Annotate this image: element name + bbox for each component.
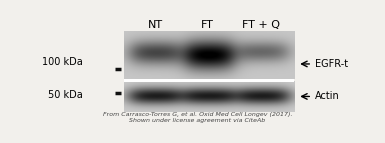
Text: From Carrasco-Torres G, et al. Oxid Med Cell Longev (2017).
Shown under license : From Carrasco-Torres G, et al. Oxid Med …: [102, 112, 292, 123]
Text: FT + Q: FT + Q: [243, 20, 280, 30]
Bar: [124, 79, 294, 82]
Text: EGFR-t: EGFR-t: [315, 59, 348, 69]
Text: 100 kDa: 100 kDa: [42, 57, 82, 67]
Text: NT: NT: [148, 20, 163, 30]
Text: Actin: Actin: [315, 91, 340, 101]
Text: 50 kDa: 50 kDa: [48, 90, 82, 100]
Text: FT: FT: [201, 20, 214, 30]
